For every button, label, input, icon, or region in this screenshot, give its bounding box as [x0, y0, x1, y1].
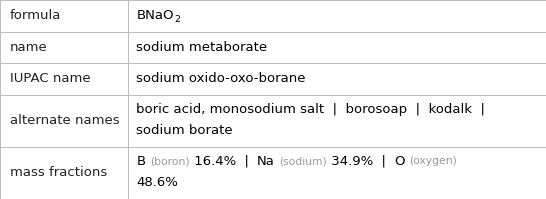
Text: B: B — [136, 155, 146, 168]
Text: IUPAC name: IUPAC name — [10, 72, 91, 85]
Text: 48.6%: 48.6% — [136, 176, 179, 189]
Text: sodium borate: sodium borate — [136, 124, 233, 137]
Text: sodium metaborate: sodium metaborate — [136, 41, 268, 54]
Text: formula: formula — [10, 9, 61, 22]
Text: 16.4%: 16.4% — [189, 155, 236, 168]
Text: O: O — [395, 155, 405, 168]
Text: boric acid, monosodium salt  |  borosoap  |  kodalk  |: boric acid, monosodium salt | borosoap |… — [136, 103, 485, 116]
Text: 2: 2 — [174, 15, 180, 24]
Text: Na: Na — [257, 155, 275, 168]
Text: 34.9%: 34.9% — [327, 155, 373, 168]
Text: |: | — [373, 155, 395, 168]
Text: name: name — [10, 41, 48, 54]
Text: (oxygen): (oxygen) — [410, 156, 457, 167]
Text: alternate names: alternate names — [10, 114, 120, 127]
Text: mass fractions: mass fractions — [10, 166, 107, 179]
Text: |: | — [236, 155, 257, 168]
Text: BNaO: BNaO — [136, 9, 174, 22]
Text: (sodium): (sodium) — [279, 156, 327, 167]
Text: (boron): (boron) — [150, 156, 189, 167]
Text: sodium oxido-oxo-borane: sodium oxido-oxo-borane — [136, 72, 306, 85]
